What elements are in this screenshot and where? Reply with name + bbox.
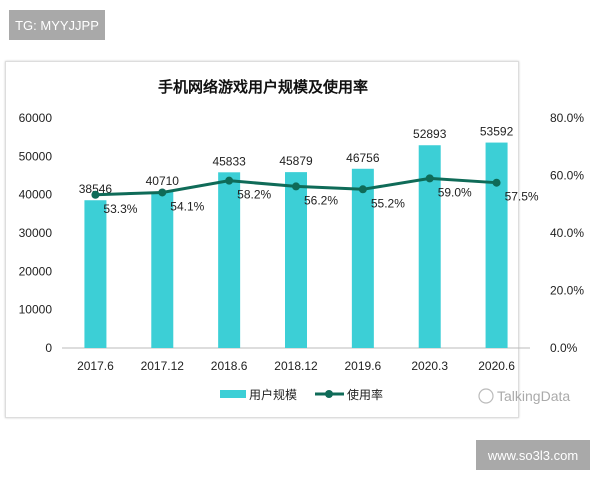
legend-line-label: 使用率 xyxy=(347,387,383,402)
talkingdata-logo: TalkingData xyxy=(478,388,570,404)
logo-text: TalkingData xyxy=(497,388,570,404)
chart-card xyxy=(5,61,519,418)
watermark-bottom: www.so3l3.com xyxy=(476,440,590,470)
bar-data-label: 45833 xyxy=(212,154,246,168)
bar-data-label: 38546 xyxy=(79,182,113,196)
y2-tick-label: 40.0% xyxy=(550,226,584,240)
line-data-label: 55.2% xyxy=(371,196,405,210)
bar-data-label: 40710 xyxy=(146,174,180,188)
legend: 用户规模 使用率 xyxy=(220,387,383,402)
y-tick-label: 60000 xyxy=(19,111,53,125)
bar xyxy=(218,172,241,348)
line-point xyxy=(225,176,234,185)
x-tick-label: 2020.3 xyxy=(411,359,448,373)
legend-bar-label: 用户规模 xyxy=(249,387,297,402)
line-point xyxy=(358,185,367,194)
legend-line-marker xyxy=(325,390,333,398)
line-data-label: 59.0% xyxy=(438,185,472,199)
x-tick-label: 2019.6 xyxy=(345,359,382,373)
x-tick-label: 2017.12 xyxy=(141,359,185,373)
bar-data-label: 46756 xyxy=(346,151,380,165)
bar-data-label: 45879 xyxy=(279,154,313,168)
x-tick-label: 2018.6 xyxy=(211,359,248,373)
watermark-top: TG: MYYJJPP xyxy=(9,10,105,40)
y2-tick-label: 60.0% xyxy=(550,169,584,183)
x-tick-label: 2020.6 xyxy=(478,359,515,373)
line-point xyxy=(292,182,300,191)
line-point xyxy=(492,178,501,187)
line-point xyxy=(91,190,100,199)
y2-tick-label: 80.0% xyxy=(550,111,584,125)
chart-title: 手机网络游戏用户规模及使用率 xyxy=(158,78,368,96)
bar xyxy=(285,172,307,348)
line-data-label: 57.5% xyxy=(505,190,539,204)
y-tick-label: 30000 xyxy=(19,226,53,240)
bar-data-label: 52893 xyxy=(413,127,447,141)
y-tick-label: 10000 xyxy=(19,303,53,317)
line-data-label: 58.2% xyxy=(237,188,271,202)
y2-tick-label: 0.0% xyxy=(550,341,578,355)
x-tick-label: 2018.12 xyxy=(274,359,318,373)
x-tick-label: 2017.6 xyxy=(77,359,114,373)
line-data-label: 56.2% xyxy=(304,193,338,207)
bar-data-label: 53592 xyxy=(480,125,514,139)
bar xyxy=(151,191,174,348)
wechat-icon xyxy=(478,388,494,404)
y-tick-label: 50000 xyxy=(19,149,53,163)
bar xyxy=(84,200,107,348)
line-point xyxy=(425,174,434,183)
y-tick-label: 20000 xyxy=(19,264,53,278)
bar xyxy=(351,168,374,348)
line-data-label: 53.3% xyxy=(103,202,137,216)
bar xyxy=(485,142,508,348)
line-point xyxy=(158,188,167,197)
legend-bar-swatch xyxy=(220,390,246,398)
y-tick-label: 40000 xyxy=(19,188,53,202)
bar xyxy=(418,145,441,348)
line-data-label: 54.1% xyxy=(170,199,204,213)
y2-tick-label: 20.0% xyxy=(550,284,584,298)
y-tick-label: 0 xyxy=(45,341,52,355)
